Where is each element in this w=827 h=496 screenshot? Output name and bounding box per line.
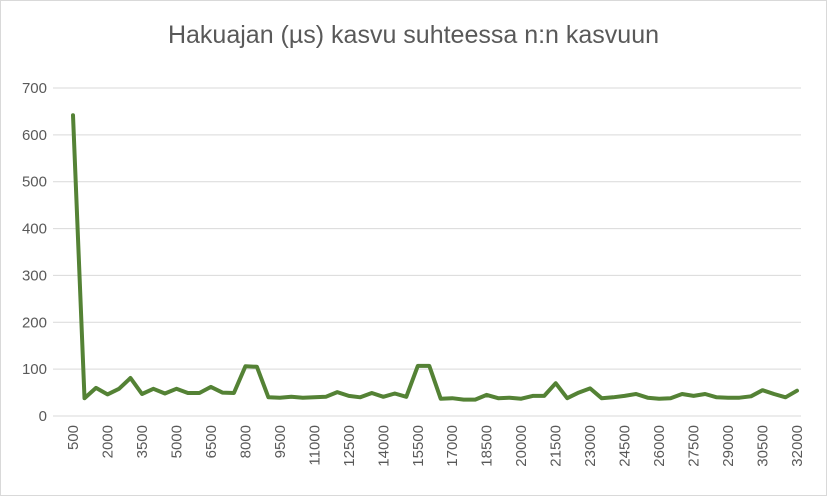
y-tick-label: 200 — [22, 314, 47, 331]
y-tick-label: 100 — [22, 361, 47, 378]
x-tick-label: 23000 — [582, 425, 599, 467]
x-tick-label: 32000 — [789, 425, 806, 467]
x-tick-label: 2000 — [99, 425, 116, 458]
x-tick-label: 5000 — [168, 425, 185, 458]
x-tick-label: 26000 — [651, 425, 668, 467]
x-tick-label: 30500 — [755, 425, 772, 467]
x-tick-label: 21500 — [548, 425, 565, 467]
x-tick-label: 6500 — [203, 425, 220, 458]
x-tick-label: 24500 — [617, 425, 634, 467]
y-tick-label: 400 — [22, 221, 47, 238]
x-tick-label: 20000 — [513, 425, 530, 467]
series-line-0 — [71, 113, 799, 402]
x-tick-label: 8000 — [237, 425, 254, 458]
y-tick-label: 300 — [22, 267, 47, 284]
x-tick-label: 15500 — [410, 425, 427, 467]
x-tick-label: 27500 — [686, 425, 703, 467]
x-tick-label: 12500 — [341, 425, 358, 467]
y-tick-label: 600 — [22, 127, 47, 144]
x-tick-label: 500 — [65, 425, 82, 450]
y-tick-label: 0 — [39, 408, 47, 425]
y-tick-label: 700 — [22, 80, 47, 97]
chart-title: Hakuajan (µs) kasvu suhteessa n:n kasvuu… — [167, 21, 660, 49]
x-tick-label: 3500 — [134, 425, 151, 458]
x-tick-label: 17000 — [444, 425, 461, 467]
x-tick-label: 29000 — [720, 425, 737, 467]
x-tick-label: 9500 — [272, 425, 289, 458]
y-tick-label: 500 — [22, 174, 47, 191]
x-tick-label: 11000 — [306, 425, 323, 466]
x-tick-label: 18500 — [479, 425, 496, 467]
x-tick-label: 14000 — [375, 425, 392, 467]
